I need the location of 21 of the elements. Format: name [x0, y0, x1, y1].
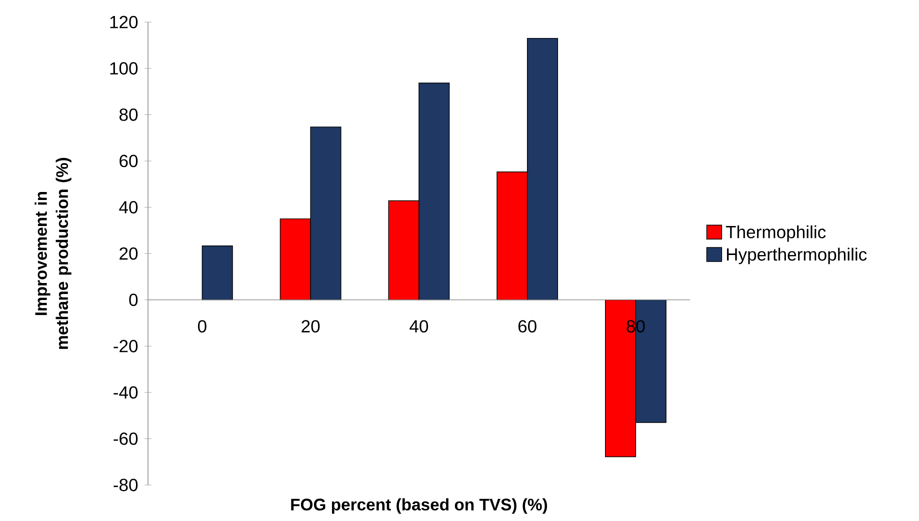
x-tick-label: 80	[626, 320, 645, 333]
y-tick-label: 120	[110, 16, 138, 28]
x-tick-label: 20	[302, 320, 320, 333]
y-tick-label: 20	[120, 247, 138, 260]
y-tick-label: -20	[114, 340, 138, 352]
y-tick-label: 80	[120, 108, 138, 121]
y-tick-label: 60	[120, 154, 138, 168]
legend-label: Hyperthermophilic	[727, 248, 867, 264]
y-tick-label: 40	[119, 201, 138, 214]
x-tick-label: 60	[518, 320, 536, 333]
x-tick-label: 0	[198, 320, 206, 333]
y-tick-label: -40	[114, 386, 138, 399]
bar	[202, 246, 233, 300]
x-tick-label: 40	[410, 320, 428, 333]
y-axis-title: Improvement in methane production (%)	[34, 158, 72, 349]
y-tick-label: 0	[129, 294, 138, 306]
y-tick-label: 100	[110, 62, 138, 75]
y-tick-label: -80	[114, 478, 138, 492]
x-axis-title: FOG percent (based on TVS) (%)	[291, 498, 548, 514]
legend-label: Thermophilic	[726, 225, 826, 242]
y-tick-label: -60	[114, 432, 138, 445]
